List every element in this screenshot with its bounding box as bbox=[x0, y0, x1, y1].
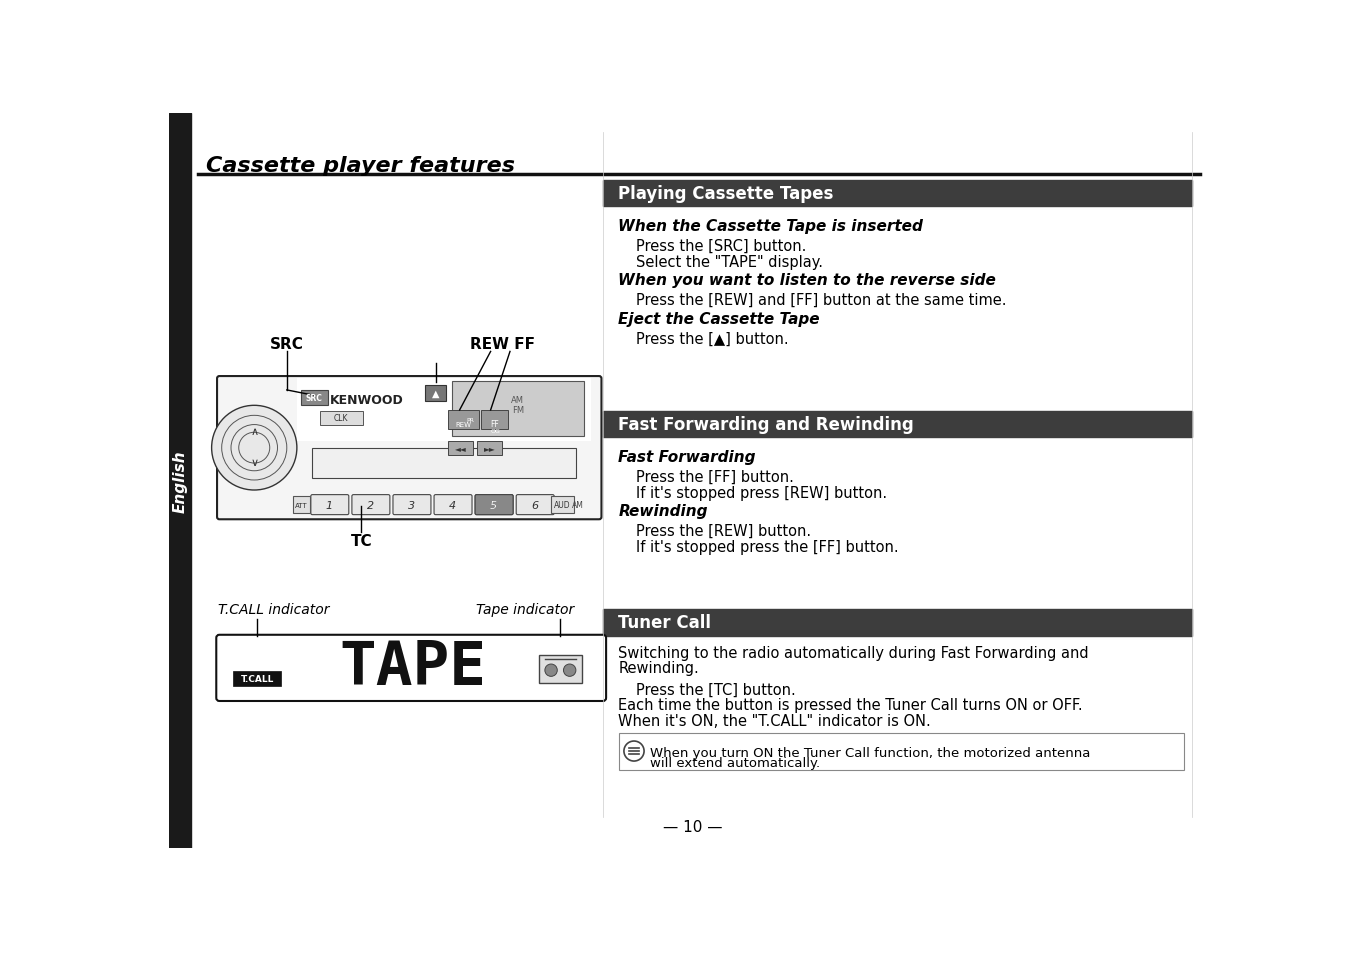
Bar bbox=[320, 412, 362, 425]
Text: — 10 —: — 10 — bbox=[662, 820, 723, 834]
Text: 6: 6 bbox=[531, 500, 538, 510]
Bar bbox=[234, 671, 281, 687]
Text: OG: OG bbox=[491, 429, 500, 434]
Text: 4: 4 bbox=[449, 500, 456, 510]
Text: ►►: ►► bbox=[484, 444, 496, 453]
Bar bbox=[603, 180, 1192, 207]
Text: TAPE: TAPE bbox=[339, 638, 487, 697]
Text: T.CALL indicator: T.CALL indicator bbox=[218, 602, 330, 616]
Text: When the Cassette Tape is inserted: When the Cassette Tape is inserted bbox=[618, 219, 923, 233]
Bar bbox=[448, 411, 479, 430]
Text: ◄◄: ◄◄ bbox=[454, 444, 466, 453]
Bar bbox=[452, 382, 584, 436]
Text: ∧: ∧ bbox=[250, 426, 258, 436]
Text: Playing Cassette Tapes: Playing Cassette Tapes bbox=[618, 185, 834, 203]
Circle shape bbox=[212, 406, 297, 491]
Text: When it's ON, the "T.CALL" indicator is ON.: When it's ON, the "T.CALL" indicator is … bbox=[618, 713, 932, 728]
FancyBboxPatch shape bbox=[218, 376, 602, 519]
Text: PR: PR bbox=[466, 417, 475, 422]
Text: ▲: ▲ bbox=[431, 389, 439, 398]
Bar bbox=[293, 497, 310, 514]
Text: REW: REW bbox=[456, 421, 472, 427]
Text: Switching to the radio automatically during Fast Forwarding and: Switching to the radio automatically dur… bbox=[618, 645, 1090, 660]
Text: T.CALL: T.CALL bbox=[241, 675, 274, 683]
Text: 2: 2 bbox=[366, 500, 375, 510]
FancyBboxPatch shape bbox=[434, 496, 472, 516]
Bar bbox=[552, 497, 575, 514]
Text: 3: 3 bbox=[408, 500, 415, 510]
Text: ATT: ATT bbox=[295, 502, 308, 508]
FancyBboxPatch shape bbox=[216, 635, 606, 701]
Text: Press the [REW] button.: Press the [REW] button. bbox=[635, 523, 811, 538]
Text: Each time the button is pressed the Tuner Call turns ON or OFF.: Each time the button is pressed the Tune… bbox=[618, 698, 1083, 713]
Text: AM: AM bbox=[511, 395, 525, 405]
Text: CLK: CLK bbox=[334, 414, 349, 423]
Text: Fast Forwarding: Fast Forwarding bbox=[618, 450, 756, 465]
Text: 1: 1 bbox=[326, 500, 333, 510]
Text: Press the [REW] and [FF] button at the same time.: Press the [REW] and [FF] button at the s… bbox=[635, 293, 1006, 308]
Text: ∨: ∨ bbox=[250, 457, 258, 467]
Bar bbox=[169, 114, 191, 848]
Text: TC: TC bbox=[350, 533, 372, 548]
FancyBboxPatch shape bbox=[311, 496, 349, 516]
Bar bbox=[603, 412, 1192, 437]
Circle shape bbox=[564, 664, 576, 677]
Text: 5: 5 bbox=[491, 500, 498, 510]
Text: Eject the Cassette Tape: Eject the Cassette Tape bbox=[618, 312, 821, 326]
Bar bbox=[312, 448, 576, 478]
Text: SRC: SRC bbox=[270, 336, 304, 352]
Text: Tape indicator: Tape indicator bbox=[476, 602, 575, 616]
FancyBboxPatch shape bbox=[393, 496, 431, 516]
Text: If it's stopped press the [FF] button.: If it's stopped press the [FF] button. bbox=[635, 539, 898, 554]
Text: Press the [TC] button.: Press the [TC] button. bbox=[635, 682, 795, 697]
Text: will extend automatically.: will extend automatically. bbox=[649, 757, 819, 770]
FancyBboxPatch shape bbox=[475, 496, 514, 516]
Text: Press the [FF] button.: Press the [FF] button. bbox=[635, 470, 794, 485]
Text: Fast Forwarding and Rewinding: Fast Forwarding and Rewinding bbox=[618, 416, 914, 434]
FancyBboxPatch shape bbox=[475, 496, 514, 516]
Text: FF: FF bbox=[491, 420, 499, 429]
Bar bbox=[481, 411, 508, 430]
Bar bbox=[477, 441, 502, 456]
Text: Cassette player features: Cassette player features bbox=[207, 156, 515, 176]
Text: Rewinding.: Rewinding. bbox=[618, 660, 699, 676]
Bar bbox=[603, 610, 1192, 636]
Text: English: English bbox=[172, 450, 188, 513]
Text: KENWOOD: KENWOOD bbox=[330, 394, 403, 407]
Text: AUD: AUD bbox=[554, 500, 571, 510]
Bar bbox=[297, 379, 591, 441]
Text: FM: FM bbox=[511, 406, 523, 415]
Bar bbox=[300, 391, 329, 406]
FancyBboxPatch shape bbox=[352, 496, 389, 516]
Text: AM: AM bbox=[572, 500, 584, 510]
Text: SRC: SRC bbox=[306, 394, 322, 403]
Text: When you turn ON the Tuner Call function, the motorized antenna: When you turn ON the Tuner Call function… bbox=[649, 746, 1090, 759]
Text: Tuner Call: Tuner Call bbox=[618, 614, 711, 632]
Text: Press the [SRC] button.: Press the [SRC] button. bbox=[635, 239, 806, 253]
FancyBboxPatch shape bbox=[516, 496, 554, 516]
Text: Select the "TAPE" display.: Select the "TAPE" display. bbox=[635, 254, 822, 270]
Bar bbox=[425, 385, 446, 402]
Text: 5: 5 bbox=[491, 500, 498, 510]
Circle shape bbox=[545, 664, 557, 677]
Text: Press the [▲] button.: Press the [▲] button. bbox=[635, 332, 788, 346]
Text: When you want to listen to the reverse side: When you want to listen to the reverse s… bbox=[618, 273, 996, 288]
Bar bbox=[448, 441, 473, 456]
Text: If it's stopped press [REW] button.: If it's stopped press [REW] button. bbox=[635, 485, 887, 500]
Text: Rewinding: Rewinding bbox=[618, 503, 708, 518]
Bar bbox=[538, 655, 583, 682]
Text: REW FF: REW FF bbox=[469, 336, 535, 352]
